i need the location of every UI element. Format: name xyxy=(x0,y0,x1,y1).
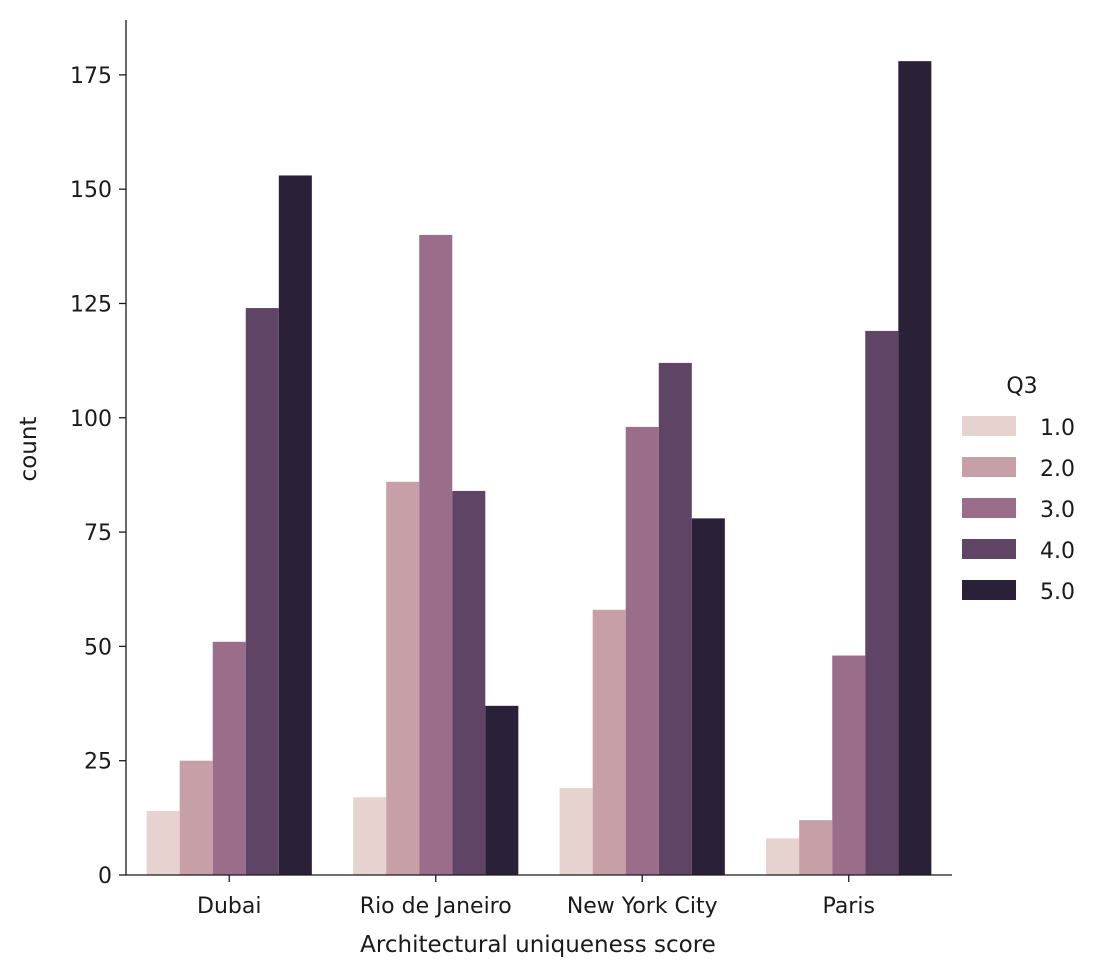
x-axis-label: Architectural uniqueness score xyxy=(360,932,716,958)
bar xyxy=(799,820,833,875)
bar xyxy=(766,838,800,875)
y-tick-label: 125 xyxy=(70,292,112,317)
legend-swatch xyxy=(962,498,1016,518)
bar xyxy=(865,330,899,876)
legend-title: Q3 xyxy=(1006,374,1037,399)
bar xyxy=(245,308,279,876)
bar xyxy=(179,760,213,875)
legend-label: 4.0 xyxy=(1040,539,1075,564)
bar xyxy=(832,655,866,875)
legend-swatch xyxy=(962,416,1016,436)
x-tick-label: New York City xyxy=(567,894,718,919)
bar xyxy=(353,797,387,875)
bars-group xyxy=(146,61,932,876)
legend-swatch xyxy=(962,539,1016,559)
bar xyxy=(452,490,486,875)
x-tick-label: Dubai xyxy=(197,894,261,919)
bar xyxy=(898,61,932,876)
x-axis: Dubai Rio de Janeiro New York City Paris xyxy=(126,874,952,919)
y-axis: 0 25 50 75 100 125 150 175 xyxy=(70,20,127,889)
bar xyxy=(658,362,692,875)
bar xyxy=(146,810,180,875)
bar xyxy=(278,175,312,876)
y-tick-label: 100 xyxy=(70,407,112,432)
bar xyxy=(419,234,453,875)
y-tick-label: 75 xyxy=(84,521,112,546)
legend: Q3 1.0 2.0 3.0 4.0 5.0 xyxy=(962,374,1075,605)
bar xyxy=(386,481,420,875)
y-axis-label: count xyxy=(16,417,42,482)
legend-label: 1.0 xyxy=(1040,416,1075,441)
bar xyxy=(559,788,593,875)
bar xyxy=(691,518,725,875)
bar xyxy=(212,641,246,875)
y-tick-label: 50 xyxy=(84,635,112,660)
x-tick-label: Rio de Janeiro xyxy=(360,894,512,919)
y-tick-label: 150 xyxy=(70,178,112,203)
y-tick-label: 175 xyxy=(70,64,112,89)
legend-swatch xyxy=(962,457,1016,477)
legend-label: 5.0 xyxy=(1040,580,1075,605)
bar xyxy=(592,609,626,875)
bar xyxy=(485,705,519,875)
y-tick-label: 0 xyxy=(98,864,112,889)
legend-label: 3.0 xyxy=(1040,498,1075,523)
bar xyxy=(625,426,659,875)
x-tick-label: Paris xyxy=(823,894,875,919)
legend-label: 2.0 xyxy=(1040,457,1075,482)
legend-swatch xyxy=(962,580,1016,600)
y-tick-label: 25 xyxy=(84,750,112,775)
